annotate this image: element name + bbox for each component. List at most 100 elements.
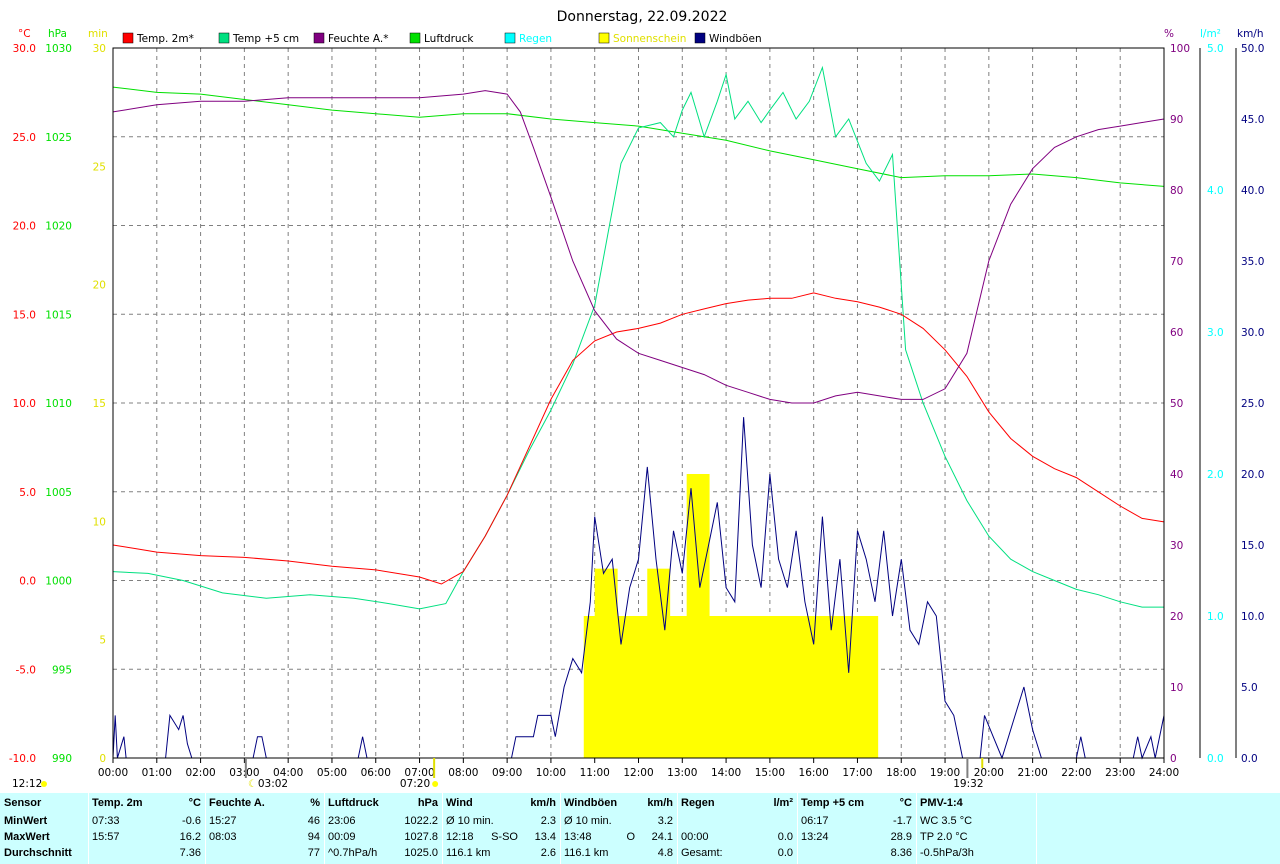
- pressure-tick-label: 1010: [45, 398, 72, 410]
- stats-row: Ø 10 min. 3.2: [564, 815, 673, 829]
- stats-value: TP 2.0 °C: [920, 831, 968, 843]
- x-tick-label: 07:00: [404, 767, 434, 779]
- humidity-tick-label: 70: [1170, 256, 1183, 268]
- stats-value: 1027.8: [404, 831, 438, 843]
- sunrise-sun-icon: [432, 781, 439, 787]
- stats-col-unit: km/h: [530, 797, 556, 809]
- sunset-label: 19:32: [953, 778, 983, 790]
- stats-value: 24.1: [651, 831, 673, 843]
- stats-col-unit: °C: [188, 797, 201, 809]
- stats-col-header: PMV-1:4: [920, 797, 963, 809]
- x-tick-label: 23:00: [1105, 767, 1135, 779]
- stats-value: 3.2: [657, 815, 673, 827]
- stats-col-header: Temp. 2m °C: [92, 797, 201, 809]
- chart-title: Donnerstag, 22.09.2022: [557, 9, 728, 25]
- x-tick-label: 04:00: [273, 767, 303, 779]
- stats-col-sensor: Sensor MinWert MaxWert Durchschnitt: [0, 793, 89, 864]
- legend-label: Temp. 2m*: [136, 33, 194, 45]
- stats-value: Gesamt:: [681, 847, 723, 859]
- wind-tick-label: 40.0: [1241, 185, 1264, 197]
- stats-row: 116.1 km 2.6: [446, 847, 556, 861]
- stats-col-unit: l/m²: [773, 797, 793, 809]
- x-axis: 00:00 01:00 02:00 03:00 04:00 05:00 06:00 07:00…: [98, 758, 1179, 779]
- humidity-tick-label: 30: [1170, 540, 1183, 552]
- grid: [113, 48, 1164, 758]
- pressure-line: [112, 86, 1165, 187]
- stats-col: Windböen km/h Ø 10 min. 3.2 13:48 O 24.1 116.1 …: [560, 793, 678, 864]
- rain-tick-label: 1.0: [1207, 611, 1224, 623]
- stats-value: 13:48: [564, 831, 592, 843]
- humidity-tick-label: 10: [1170, 682, 1183, 694]
- sunshine-bar: [616, 616, 640, 758]
- plot-frame: [112, 47, 1165, 759]
- stats-value: 16.2: [179, 831, 201, 843]
- stats-row: TP 2.0 °C: [920, 831, 1032, 845]
- stats-value: 13:24: [801, 831, 829, 843]
- x-tick-label: 24:00: [1149, 767, 1179, 779]
- stats-value: 12:18: [446, 831, 474, 843]
- stats-col: Feuchte A.% 15:27 46 08:03 94 77: [205, 793, 325, 864]
- stats-value: WC 3.5 °C: [920, 815, 973, 827]
- stats-label-min: MinWert: [4, 815, 48, 827]
- stats-row: Gesamt: 0.0: [681, 847, 793, 861]
- temp-tick-label: -5.0: [16, 664, 37, 676]
- stats-col: Temp +5 cm °C 06:17 -1.7 13:24 28.9 8.36: [797, 793, 917, 864]
- stats-col-header: Luftdruck hPa: [328, 797, 438, 809]
- x-tick-label: 16:00: [799, 767, 829, 779]
- humidity-tick-label: 100: [1170, 43, 1190, 55]
- stats-value: 8.36: [890, 847, 912, 859]
- temp-tick-label: 25.0: [13, 132, 36, 144]
- stats-value: Ø 10 min.: [446, 815, 494, 827]
- legend-swatch: [313, 32, 325, 44]
- sunshine-bar: [835, 616, 859, 758]
- stats-value: 0.0: [777, 831, 793, 843]
- stats-row: 116.1 km 4.8: [564, 847, 673, 861]
- x-tick-label: 13:00: [667, 767, 697, 779]
- stats-row: 15:27 46: [209, 815, 320, 829]
- legend-label: Luftdruck: [424, 33, 474, 45]
- stats-row: 77: [209, 847, 320, 861]
- temp-tick-label: 0.0: [19, 576, 36, 588]
- temp-tick-label: 5.0: [19, 487, 36, 499]
- stats-value: -1.7: [893, 815, 912, 827]
- x-tick-label: 20:00: [974, 767, 1004, 779]
- moonrise-label: 03:02: [258, 778, 288, 790]
- stats-value: O: [626, 831, 635, 843]
- stats-value: 116.1 km: [564, 847, 609, 859]
- x-tick-label: 09:00: [492, 767, 522, 779]
- temp-tick-label: 10.0: [13, 398, 36, 410]
- legend-swatch: [504, 32, 516, 44]
- stats-label-avg: Durchschnitt: [4, 847, 72, 859]
- stats-value: 15:27: [209, 815, 237, 827]
- humidity-tick-label: 60: [1170, 327, 1183, 339]
- stats-value: ^0.7hPa/h: [328, 847, 378, 859]
- legend-swatch: [218, 32, 230, 44]
- humidity-tick-label: 50: [1170, 398, 1183, 410]
- pressure-tick-label: 1030: [45, 43, 72, 55]
- x-tick-label: 08:00: [448, 767, 478, 779]
- temp-unit-label: °C: [18, 28, 31, 40]
- sunshine-bar: [594, 568, 618, 758]
- stats-value: -0.5hPa/3h: [920, 847, 974, 859]
- stats-value: 46: [307, 815, 320, 827]
- humidity-tick-label: 80: [1170, 185, 1183, 197]
- pressure-tick-label: 1020: [45, 221, 72, 233]
- wind-tick-label: 30.0: [1241, 327, 1264, 339]
- stats-value: 28.9: [890, 831, 912, 843]
- sun-tick-label: 15: [93, 398, 106, 410]
- stats-col: PMV-1:4 WC 3.5 °C TP 2.0 °C -0.5hPa/3h: [916, 793, 1037, 864]
- x-tick-label: 19:00: [930, 767, 960, 779]
- wind-tick-label: 20.0: [1241, 469, 1264, 481]
- sunshine-bar: [855, 616, 879, 758]
- stats-row: WC 3.5 °C: [920, 815, 1032, 829]
- x-tick-label: 17:00: [842, 767, 872, 779]
- temp-tick-label: 30.0: [13, 43, 36, 55]
- stats-value: 1025.0: [404, 847, 438, 859]
- stats-value: 2.6: [540, 847, 556, 859]
- moon-icon: ☾: [248, 778, 257, 790]
- stats-value: 0.0: [777, 847, 793, 859]
- stats-row: ^0.7hPa/h 1025.0: [328, 847, 438, 861]
- humidity-tick-label: 40: [1170, 469, 1183, 481]
- x-tick-label: 14:00: [711, 767, 741, 779]
- stats-row: [681, 815, 793, 829]
